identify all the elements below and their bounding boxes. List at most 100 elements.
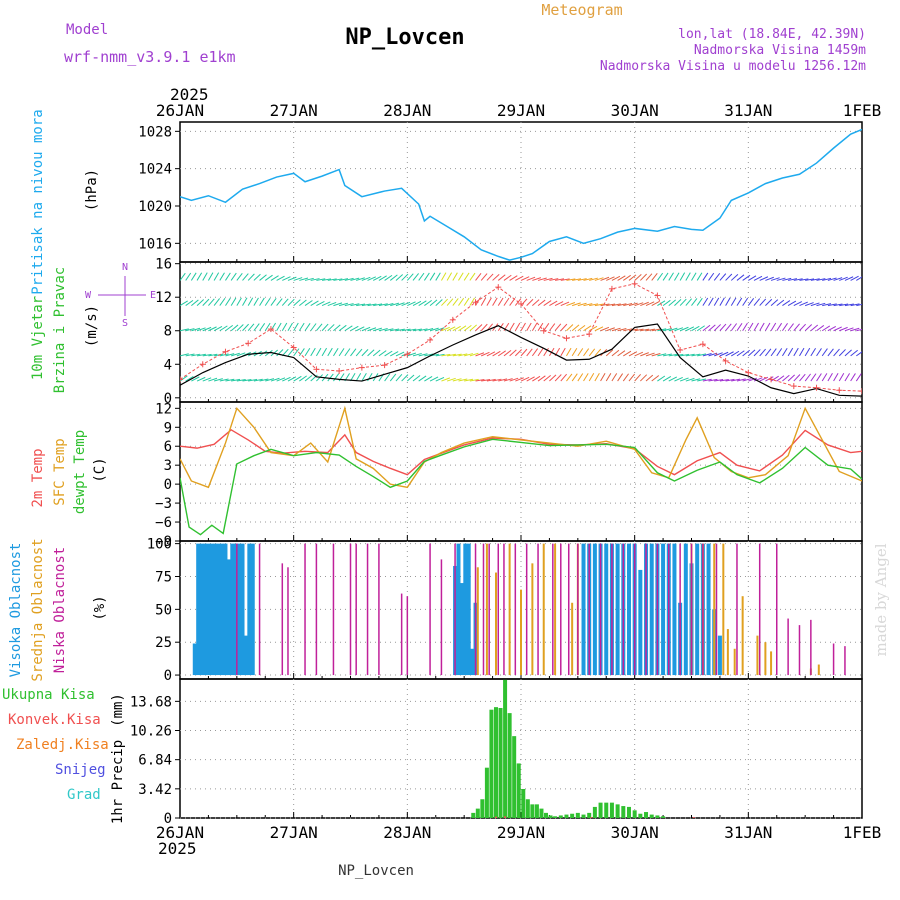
wind-barb — [606, 303, 616, 307]
wind-barb — [622, 373, 629, 382]
y-tick-label: 10.26 — [130, 724, 172, 740]
wind-barb — [793, 374, 801, 382]
wind-barb — [458, 378, 468, 382]
pressure-unit: (hPa) — [84, 169, 100, 211]
cloud-high-bar — [203, 543, 208, 676]
cloud-high-bar — [683, 543, 688, 676]
precip-total-bar — [570, 813, 575, 818]
wind-barb — [679, 377, 689, 382]
wind-barb — [418, 300, 427, 307]
cloud-mid-bar — [476, 567, 479, 676]
wind-barb — [810, 324, 819, 332]
cloud-mid-bar — [764, 642, 767, 676]
precip-total-bar — [649, 814, 654, 818]
wind-barb — [282, 376, 291, 382]
wind-barb — [827, 277, 837, 281]
wind-barb — [406, 374, 415, 382]
wind-barb — [230, 272, 237, 281]
wind-barb — [821, 373, 828, 382]
precip-total-bar — [548, 815, 553, 818]
cloud-low-bar — [454, 543, 456, 676]
bottom-date-label: 31JAN — [724, 823, 772, 842]
wind-barb — [856, 328, 862, 332]
y-tick-label: 1024 — [138, 162, 172, 178]
wind-barb — [481, 351, 490, 357]
cloud-high-bar — [199, 543, 204, 676]
cloud-low-bar — [474, 543, 477, 676]
wind-barb — [645, 328, 655, 332]
wind-barb — [680, 353, 690, 357]
cloud-mid-bar — [508, 543, 511, 676]
y-tick-label: 4 — [164, 357, 172, 373]
cloud-high-bar — [230, 543, 235, 676]
cloud-low-bar — [482, 543, 485, 676]
wind-barb — [514, 349, 523, 357]
bottom-date-label: 29JAN — [497, 823, 545, 842]
wind-barb — [748, 377, 758, 382]
wind-barb — [384, 274, 393, 281]
pressure-line — [180, 128, 862, 261]
wind-barb — [634, 274, 642, 281]
wind-barb — [520, 348, 528, 357]
station-title: NP_Lovcen — [345, 25, 464, 50]
top-date-label: 31JAN — [724, 101, 772, 120]
wind-barb — [532, 375, 541, 382]
wind-barb — [657, 300, 666, 307]
precip-total-bar — [544, 812, 549, 818]
wind-barb — [384, 373, 391, 382]
wind-barb — [708, 297, 714, 306]
wind-barb — [378, 275, 387, 281]
wind-barb — [412, 375, 421, 382]
wind-barb — [617, 350, 626, 357]
wind-barb — [719, 273, 727, 281]
wind-barb — [338, 324, 347, 332]
wind-barb — [299, 277, 309, 281]
wind-barb — [537, 375, 546, 382]
cloud-high-bar — [661, 543, 666, 676]
wind-barb — [435, 353, 445, 357]
wind-barb — [344, 303, 354, 307]
wind-barb — [691, 298, 698, 306]
wind-barb — [702, 297, 709, 306]
precip-total-bar — [475, 808, 480, 818]
wind-barb — [253, 323, 260, 332]
wind-barb — [759, 276, 769, 281]
elevation-model-label: Nadmorska Visina u modelu 1256.12m — [600, 59, 866, 74]
wind-barb — [293, 277, 303, 281]
wind-barb — [185, 272, 192, 281]
wind-barb — [208, 326, 217, 332]
wind-barb — [605, 373, 612, 382]
wind-barb — [850, 327, 860, 332]
precip-legend-convective: Konvek.Kisa — [8, 712, 101, 728]
wind-barb — [185, 353, 195, 357]
y-tick-label: 6.84 — [138, 753, 172, 769]
wind-barb — [298, 348, 305, 357]
wind-barb — [594, 303, 604, 307]
wind-barb — [298, 322, 305, 332]
cloud-high-bar — [615, 543, 620, 676]
lonlat-label: lon,lat (18.84E, 42.39N) — [678, 27, 866, 42]
wind-barb — [844, 373, 851, 382]
precip-legend-freezing: Zaledj.Kisa — [16, 737, 109, 753]
wind-barb — [281, 322, 288, 331]
wind-barb — [185, 299, 194, 307]
cloud-high-bar — [206, 543, 211, 676]
wind-barb — [452, 353, 462, 357]
wind-barb — [287, 298, 295, 306]
wind-barb — [628, 274, 637, 281]
wind-barb — [821, 325, 831, 332]
plot-area — [471, 679, 695, 818]
wind-barb — [810, 373, 817, 382]
wind-barb — [697, 353, 707, 357]
wind-barb — [685, 272, 691, 281]
wind-barb — [225, 272, 231, 281]
wind-barb — [213, 325, 223, 332]
temperature-labels: 2m Temp SFC Temp dewpt Temp (C) — [30, 430, 108, 514]
wind-barb — [816, 325, 825, 332]
wind-barb — [350, 325, 359, 332]
wind-barb — [180, 300, 188, 307]
wind-barb — [674, 272, 680, 281]
wind-barb — [571, 324, 580, 332]
wind-barb — [782, 277, 792, 281]
wind-barb — [282, 276, 291, 281]
